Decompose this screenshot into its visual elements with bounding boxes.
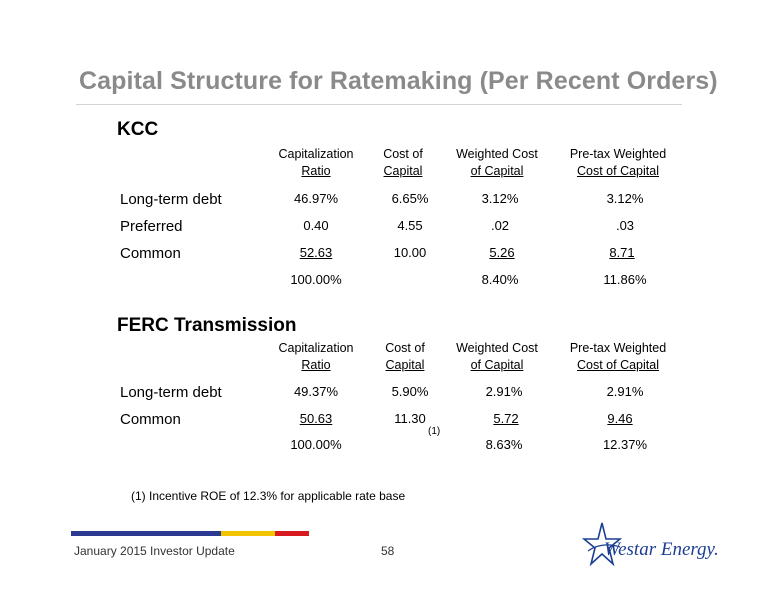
ferc-header-pretax-weighted: Pre-tax Weighted Cost of Capital <box>569 341 667 372</box>
kcc-cell-pretax: .03 <box>615 218 635 233</box>
kcc-header-capitalization: Capitalization Ratio <box>278 147 354 178</box>
kcc-total-weighted: 8.40% <box>481 272 519 287</box>
ferc-row-label: Common <box>120 411 181 428</box>
footer-left-text: January 2015 Investor Update <box>74 544 235 558</box>
kcc-cell-pretax: 8.71 <box>609 245 635 260</box>
ferc-heading: FERC Transmission <box>117 315 297 336</box>
footer-bar-yellow <box>221 531 275 536</box>
ferc-cell-cost: 5.90% <box>391 384 429 399</box>
kcc-cell-cap: 52.63 <box>299 245 333 260</box>
logo-text: Westar Energy. <box>604 539 719 560</box>
kcc-cell-cap: 46.97% <box>293 191 339 206</box>
kcc-row-label: Preferred <box>120 218 183 235</box>
kcc-cell-pretax: 3.12% <box>606 191 644 206</box>
ferc-row-label: Long-term debt <box>120 384 222 401</box>
westar-energy-logo: Westar Energy. <box>582 521 719 571</box>
ferc-cell-weighted: 5.72 <box>493 411 519 426</box>
ferc-cell-pretax: 2.91% <box>606 384 644 399</box>
ferc-header-capitalization: Capitalization Ratio <box>278 341 354 372</box>
ferc-total-cap: 100.00% <box>290 437 342 452</box>
ferc-cell-cost: 11.30 <box>394 411 426 426</box>
ferc-total-weighted: 8.63% <box>485 437 523 452</box>
kcc-heading: KCC <box>117 119 159 140</box>
kcc-header-cost-of-capital: Cost of Capital <box>383 147 423 178</box>
ferc-note-marker: (1) <box>428 426 441 437</box>
ferc-cell-cap: 50.63 <box>299 411 333 426</box>
kcc-cell-weighted: 5.26 <box>489 245 515 260</box>
page-number: 58 <box>381 544 395 558</box>
kcc-cell-cost: 6.65% <box>391 191 429 206</box>
kcc-cell-weighted: .02 <box>490 218 510 233</box>
footer-bar-red <box>275 531 309 536</box>
kcc-cell-cost: 10.00 <box>393 245 427 260</box>
ferc-header-cost-of-capital: Cost of Capital <box>385 341 425 372</box>
kcc-header-weighted-cost: Weighted Cost of Capital <box>456 147 538 178</box>
kcc-total-cap: 100.00% <box>290 272 342 287</box>
page-title: Capital Structure for Ratemaking (Per Re… <box>79 67 718 95</box>
ferc-cell-cap: 49.37% <box>293 384 339 399</box>
kcc-header-pretax-weighted: Pre-tax Weighted Cost of Capital <box>569 147 667 178</box>
ferc-cell-weighted: 2.91% <box>485 384 523 399</box>
title-divider <box>76 104 682 105</box>
ferc-cell-pretax: 9.46 <box>607 411 633 426</box>
footnote: (1) Incentive ROE of 12.3% for applicabl… <box>131 489 406 503</box>
ferc-total-pretax: 12.37% <box>602 437 648 452</box>
ferc-header-weighted-cost: Weighted Cost of Capital <box>456 341 538 372</box>
footer-bar-blue <box>71 531 221 536</box>
kcc-cell-weighted: 3.12% <box>481 191 519 206</box>
kcc-row-label: Long-term debt <box>120 191 222 208</box>
kcc-row-label: Common <box>120 245 181 262</box>
kcc-cell-cost: 4.55 <box>397 218 423 233</box>
kcc-cell-cap: 0.40 <box>303 218 329 233</box>
star-icon <box>582 522 622 567</box>
kcc-total-pretax: 11.86% <box>603 272 647 287</box>
